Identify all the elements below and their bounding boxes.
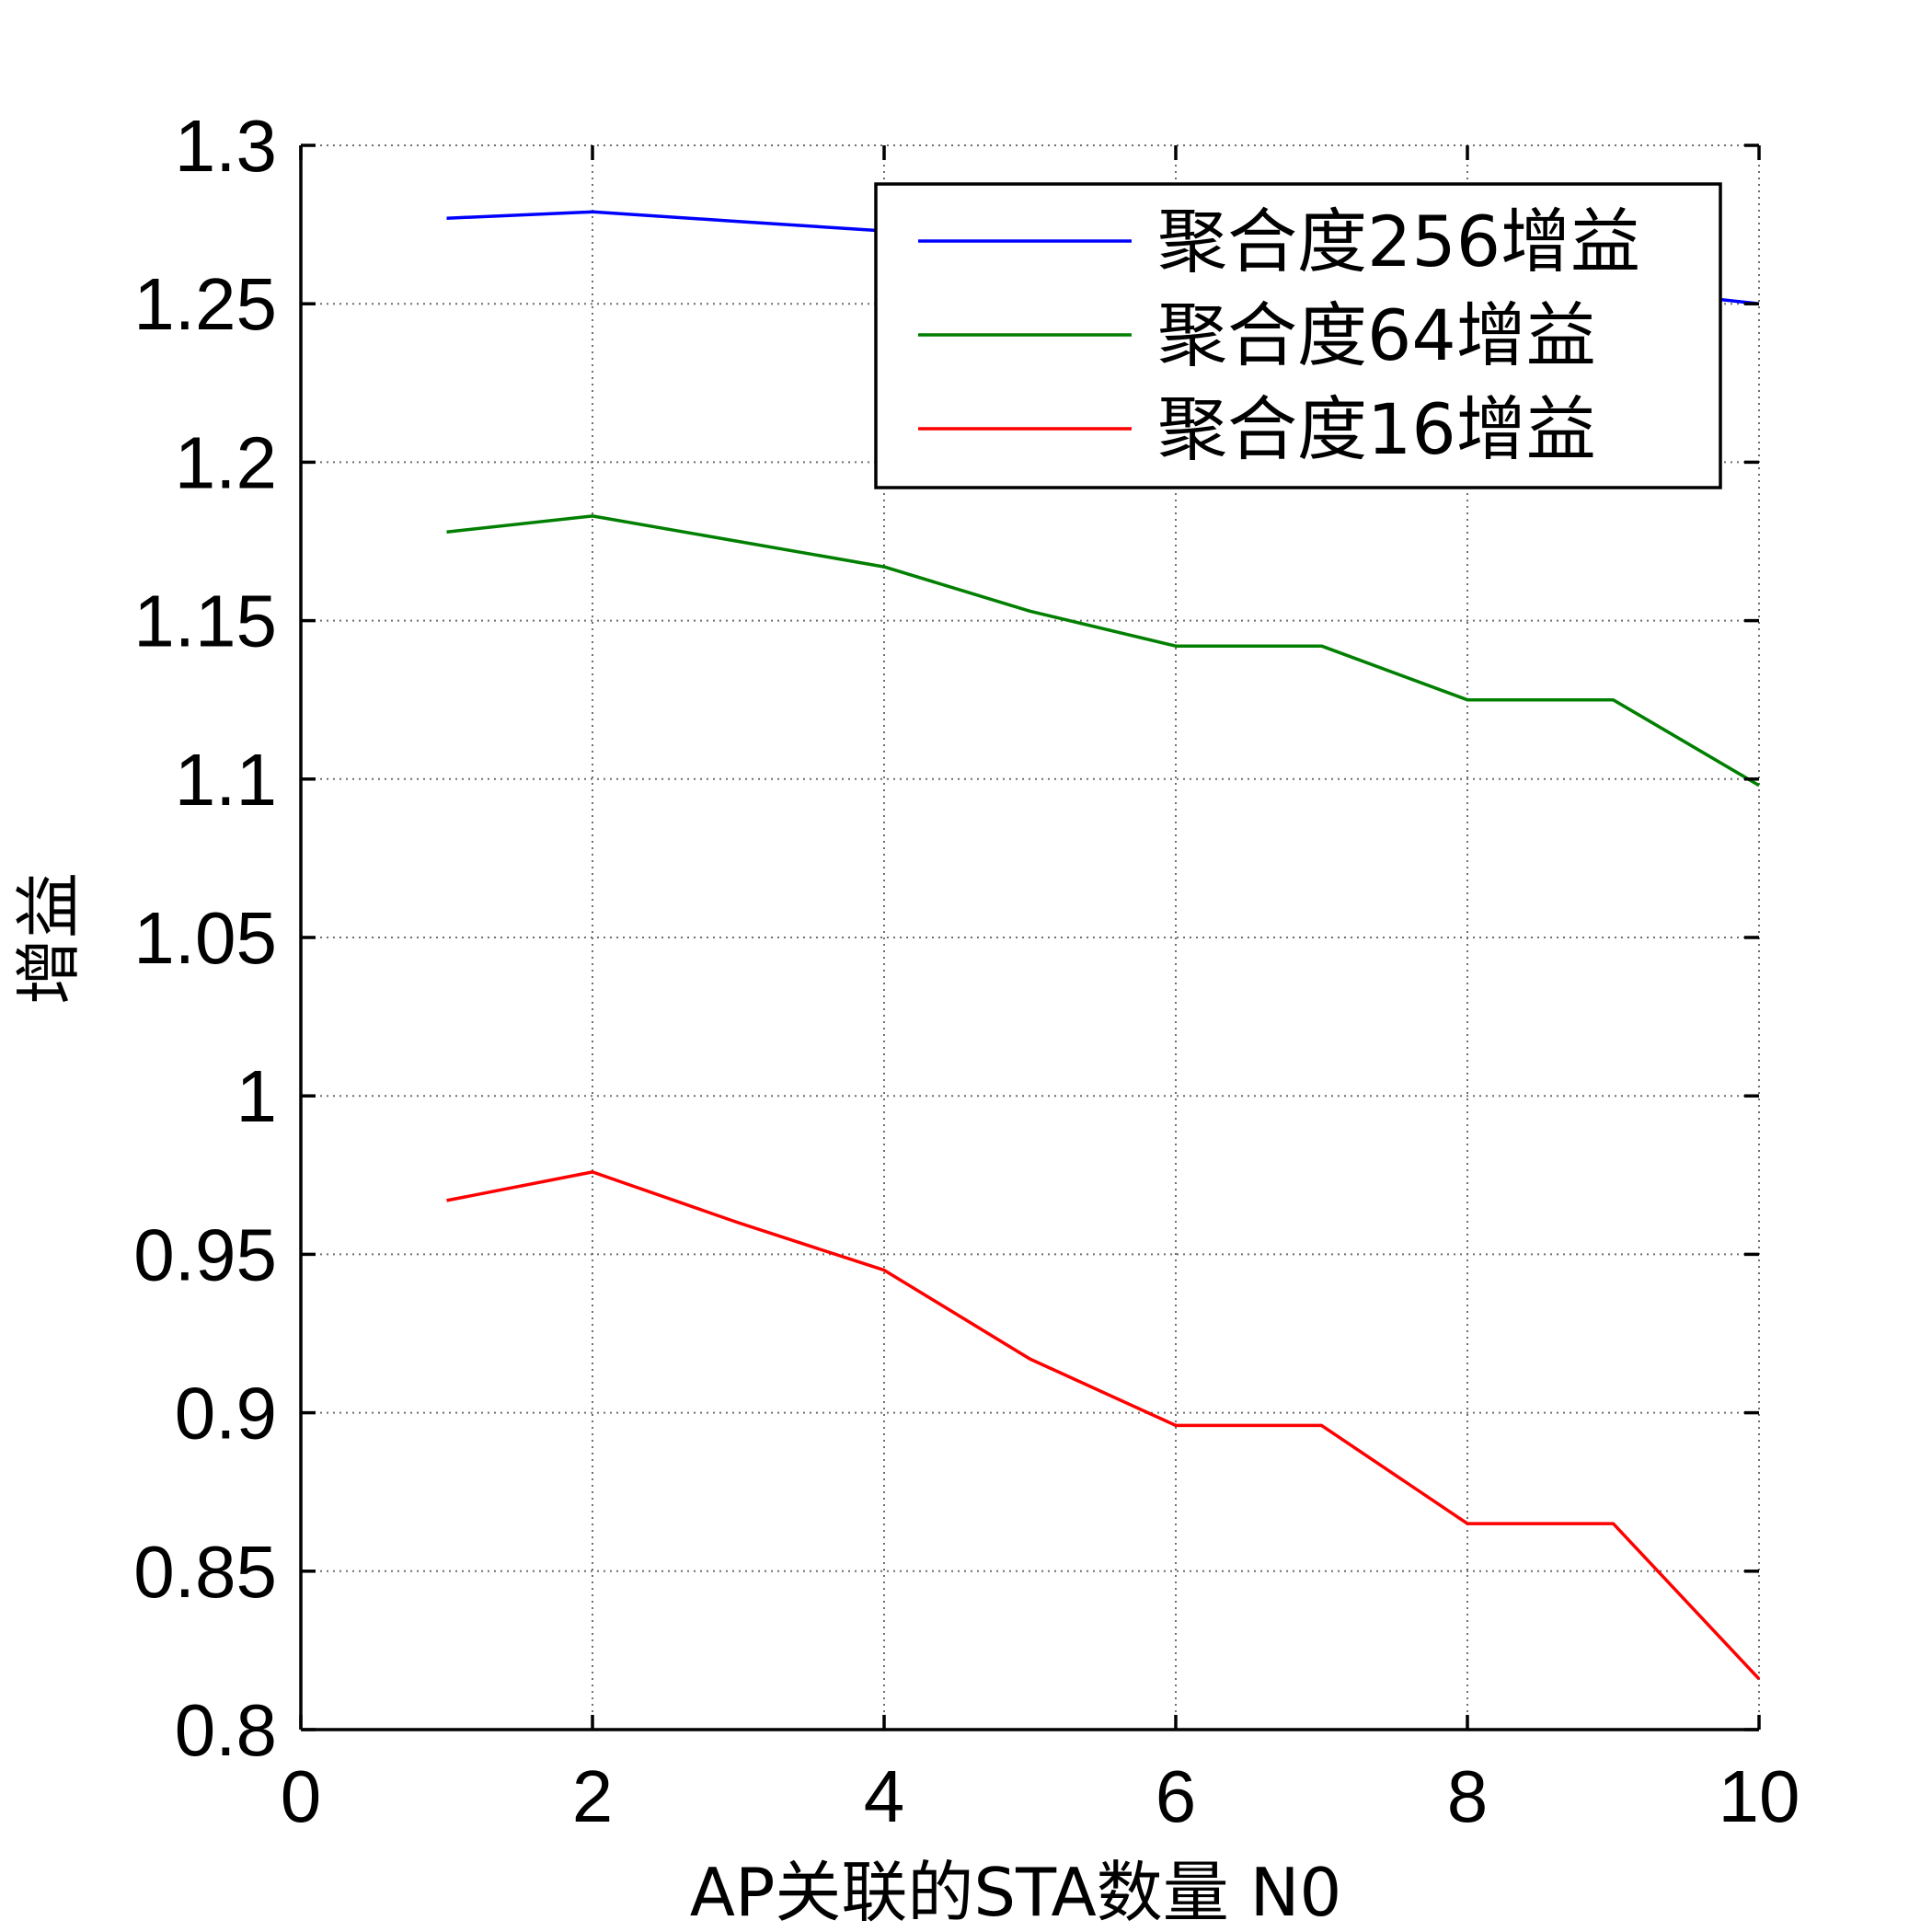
y-tick-label: 0.9: [175, 1373, 277, 1455]
x-tick-label: 2: [572, 1755, 614, 1837]
series-line-2: [446, 1170, 1761, 1681]
legend-label: 聚合度256增益: [1157, 201, 1640, 282]
x-axis-title: AP关联的STA数量 N0: [690, 1854, 1342, 1931]
y-tick-label: 1.05: [133, 897, 277, 979]
y-tick-label: 1.15: [133, 581, 277, 662]
x-tick-label: 10: [1719, 1755, 1800, 1837]
legend-label: 聚合度16增益: [1157, 388, 1596, 470]
y-axis-title: 增益: [10, 872, 87, 1005]
y-tick-label: 0.85: [133, 1531, 277, 1613]
legend-label: 聚合度64增益: [1157, 294, 1596, 376]
x-tick-label: 4: [864, 1755, 905, 1837]
y-tick-label: 1: [236, 1055, 278, 1137]
series-line-1: [446, 514, 1760, 788]
y-tick-label: 1.2: [175, 421, 277, 503]
x-tick-label: 0: [281, 1755, 322, 1837]
x-tick-label: 6: [1156, 1755, 1197, 1837]
y-tick-label: 0.8: [175, 1689, 277, 1771]
y-tick-label: 1.1: [175, 739, 277, 821]
ticks: [299, 144, 1761, 1731]
x-tick-labels: 0 2 4 6 8 10: [281, 1755, 1800, 1837]
y-tick-label: 1.3: [175, 105, 277, 187]
x-tick-label: 8: [1447, 1755, 1489, 1837]
y-tick-labels: 0.8 0.85 0.9 0.95 1 1.05 1.1 1.15 1.2 1.25 1.3: [133, 105, 277, 1771]
y-tick-label: 0.95: [133, 1213, 277, 1295]
y-tick-label: 1.25: [133, 263, 277, 345]
